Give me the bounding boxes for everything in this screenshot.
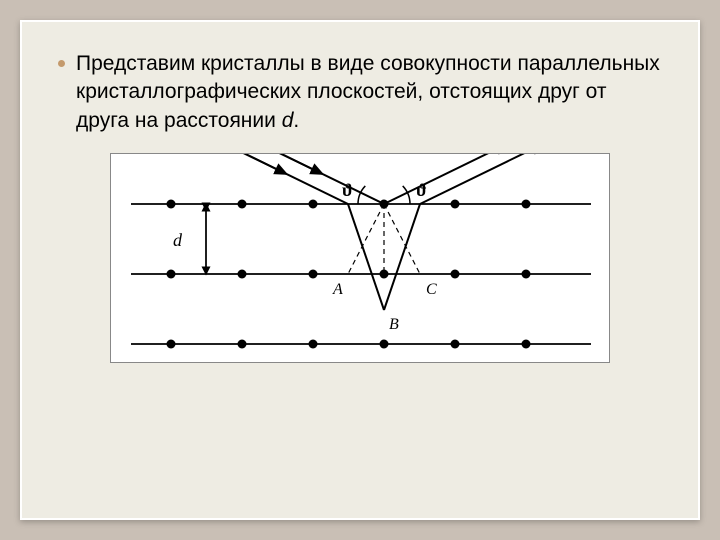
diagram-svg: d ϑ ϑ A B C bbox=[111, 154, 611, 364]
bullet-icon bbox=[58, 60, 65, 67]
bullet-text-main: Представим кристаллы в виде совокупности… bbox=[76, 52, 660, 132]
bullet-text-d: d bbox=[282, 109, 294, 132]
bragg-diagram: d ϑ ϑ A B C bbox=[110, 153, 610, 363]
svg-text:ϑ: ϑ bbox=[416, 180, 427, 200]
bullet-paragraph: Представим кристаллы в виде совокупности… bbox=[58, 50, 662, 135]
svg-text:d: d bbox=[173, 230, 183, 250]
svg-text:C: C bbox=[426, 281, 437, 298]
svg-text:B: B bbox=[389, 316, 399, 333]
svg-text:ϑ: ϑ bbox=[342, 180, 353, 200]
svg-text:A: A bbox=[332, 281, 343, 298]
bullet-text-end: . bbox=[293, 109, 299, 132]
slide-frame: Представим кристаллы в виде совокупности… bbox=[20, 20, 700, 520]
